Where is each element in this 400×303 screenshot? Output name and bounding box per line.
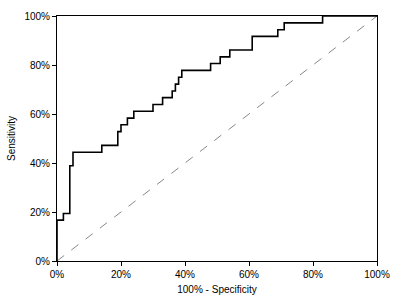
svg-text:100% - Specificity: 100% - Specificity xyxy=(177,284,256,295)
svg-text:100%: 100% xyxy=(24,11,50,22)
svg-text:80%: 80% xyxy=(303,269,323,280)
svg-text:80%: 80% xyxy=(30,60,50,71)
svg-text:40%: 40% xyxy=(175,269,195,280)
svg-text:Sensitivity: Sensitivity xyxy=(6,116,17,161)
svg-text:20%: 20% xyxy=(111,269,131,280)
svg-text:0%: 0% xyxy=(50,269,65,280)
svg-text:100%: 100% xyxy=(364,269,390,280)
svg-text:20%: 20% xyxy=(30,207,50,218)
svg-text:60%: 60% xyxy=(30,109,50,120)
svg-text:40%: 40% xyxy=(30,158,50,169)
svg-text:0%: 0% xyxy=(36,256,51,267)
svg-text:60%: 60% xyxy=(239,269,259,280)
